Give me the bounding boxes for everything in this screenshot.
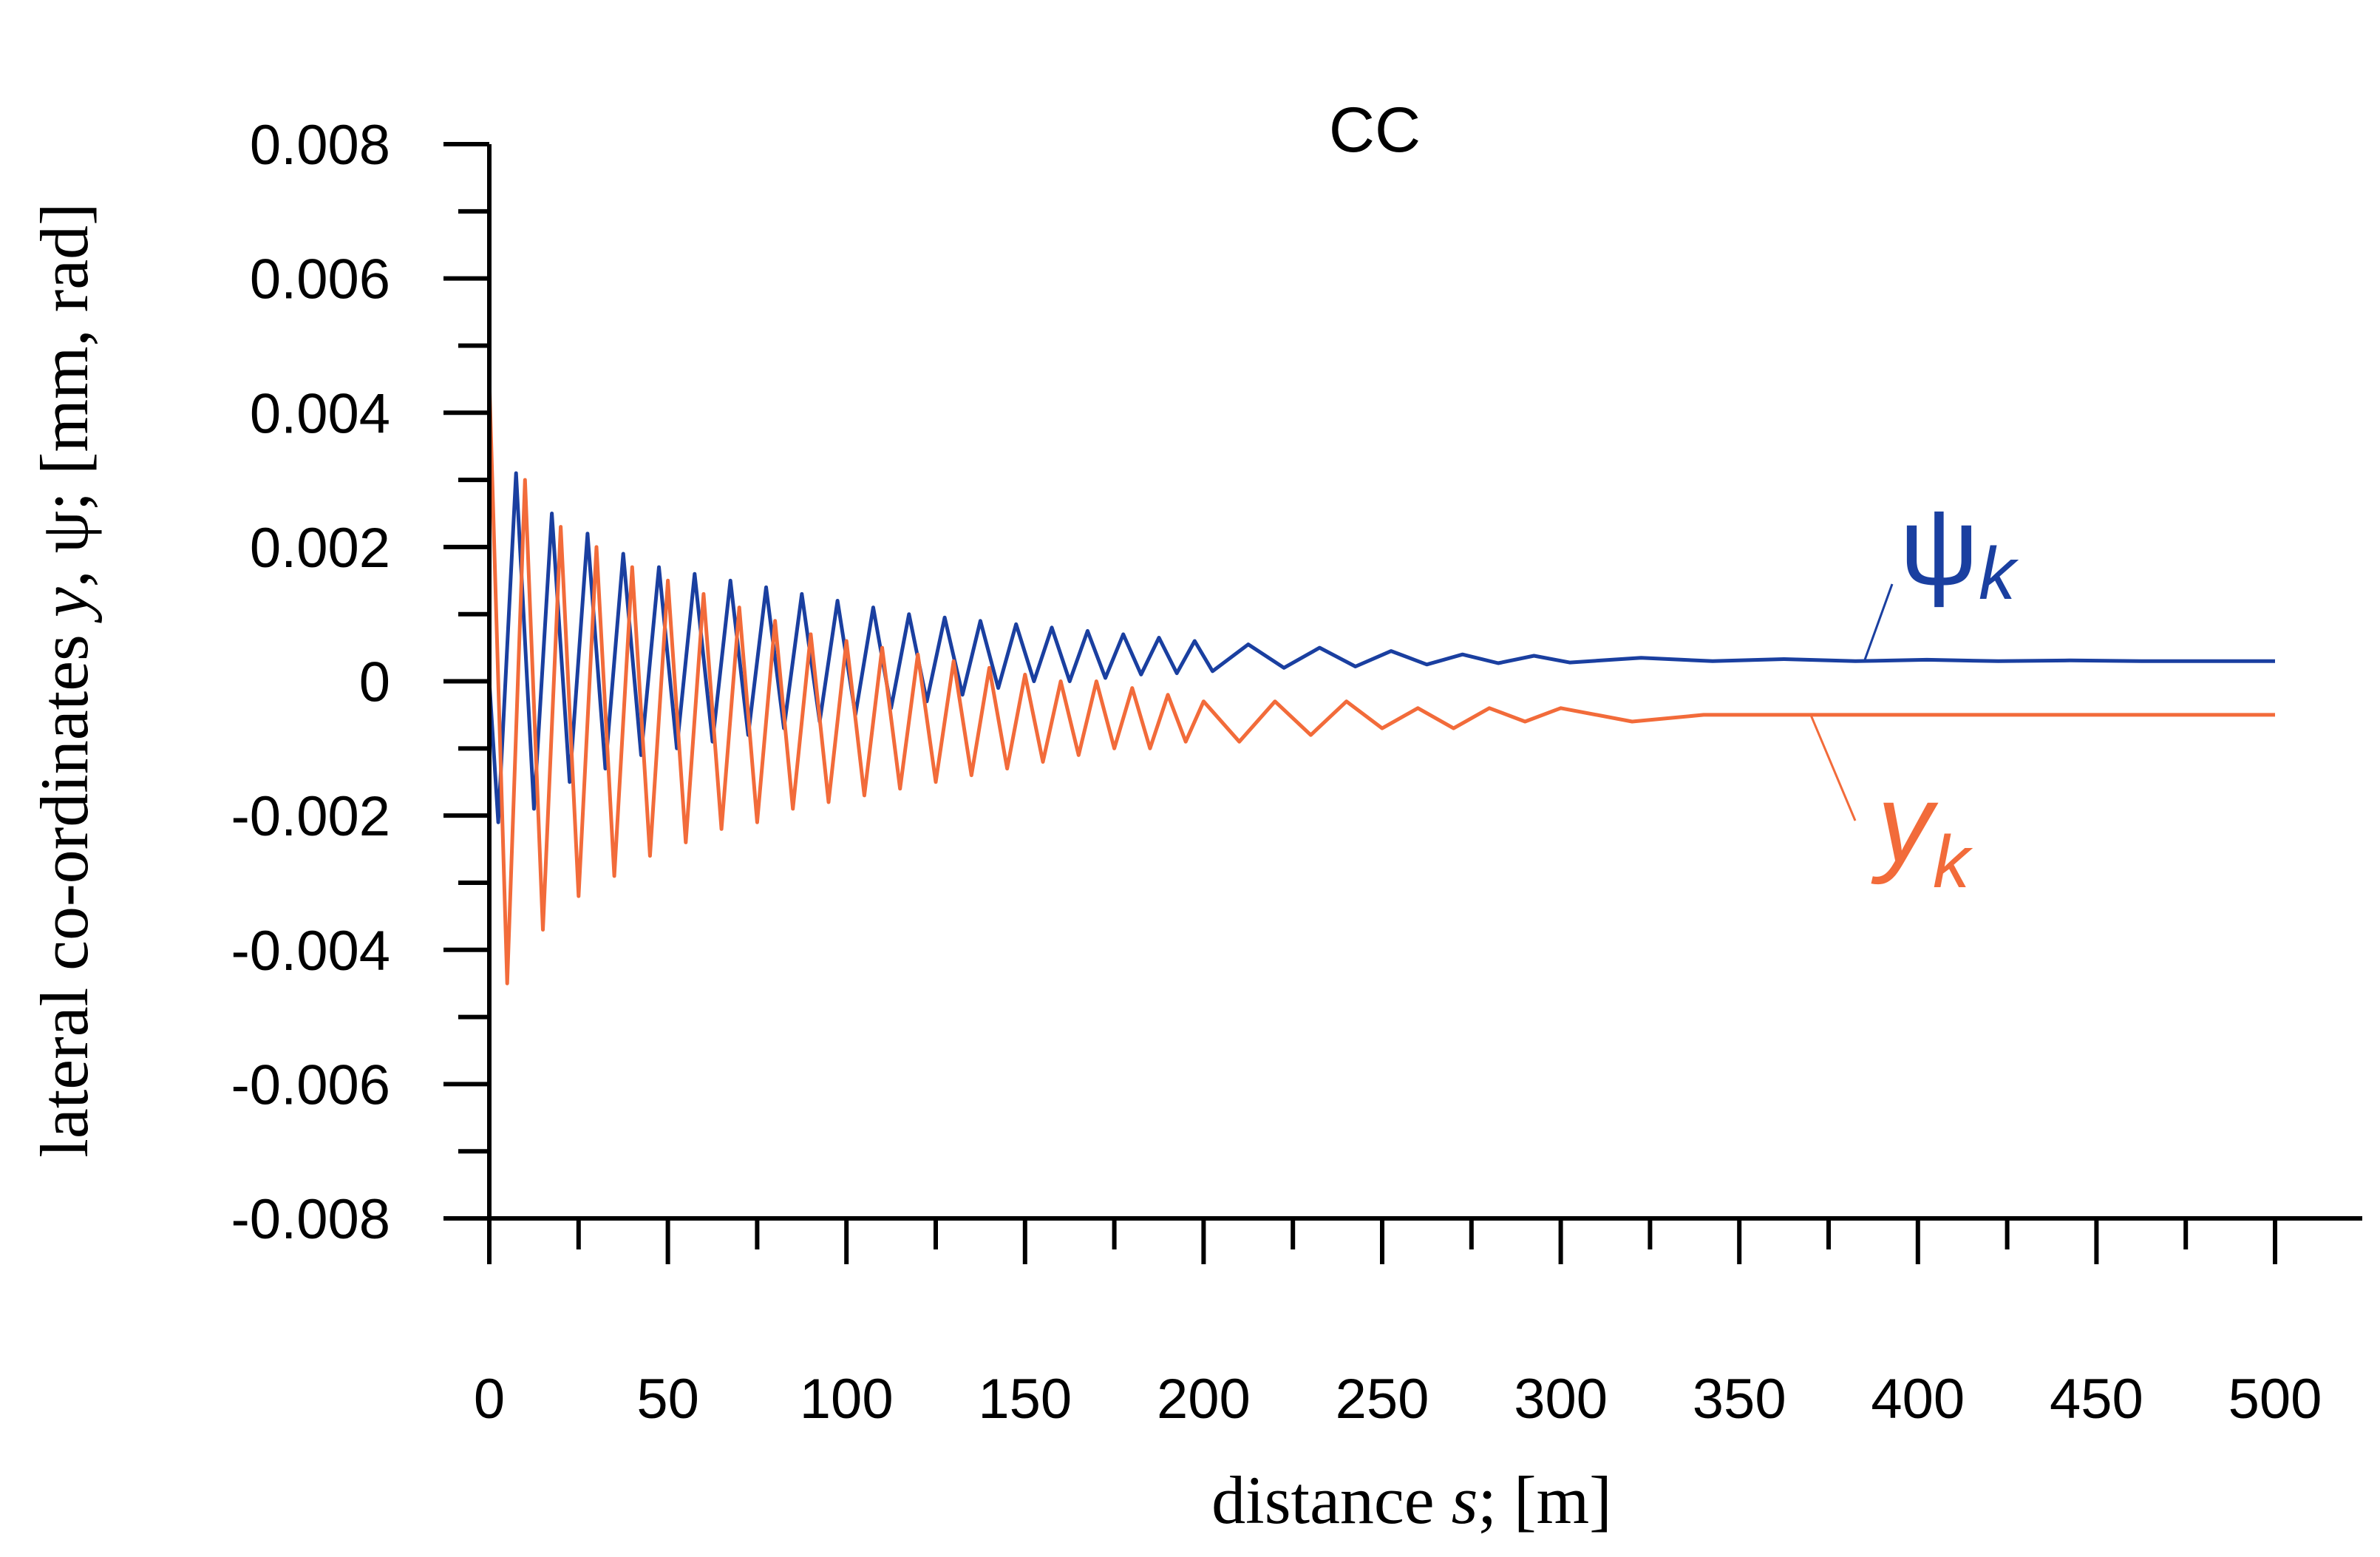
x-axis-label: distance s; [m] — [1211, 1462, 1612, 1538]
psi-leader-line — [1863, 583, 1894, 662]
y-tick-label: -0.004 — [231, 920, 391, 983]
psi-label-sub: k — [1979, 532, 2019, 615]
ticks — [443, 142, 2277, 1264]
x-tick-label: 400 — [1871, 1368, 1965, 1431]
x-tick-label: 500 — [2228, 1368, 2322, 1431]
x-axis-label-unit: ; [m] — [1478, 1462, 1611, 1538]
x-tick-label: 450 — [2050, 1368, 2143, 1431]
y-label-main: y — [1871, 761, 1939, 885]
chart-title: CC — [1329, 95, 1421, 166]
x-axis-label-text: distance — [1211, 1462, 1451, 1538]
y-tick-label: 0.002 — [250, 517, 390, 580]
y-tick-label: -0.002 — [231, 785, 391, 848]
y-label-sub: k — [1933, 821, 1973, 903]
x-tick-label: 300 — [1514, 1368, 1608, 1431]
x-tick-label: 150 — [978, 1368, 1072, 1431]
series-layer — [487, 379, 2275, 986]
y-axis-label-text: lateral co-ordinates — [27, 617, 102, 1158]
psi-label-main: ψ — [1900, 484, 1979, 608]
tick-labels: 0 50 100 150 200 250 300 350 400 450 500 0.008 0.006… — [231, 114, 2322, 1431]
y-leader-line — [1809, 714, 1857, 821]
y-axis-label-unit: , ψ; [mm, rad] — [27, 203, 102, 587]
series-line-psi — [487, 471, 2275, 824]
x-tick-label: 200 — [1157, 1368, 1251, 1431]
x-tick-label: 100 — [800, 1368, 894, 1431]
series-line-y — [487, 379, 2275, 986]
y-tick-label: 0 — [359, 651, 390, 714]
y-tick-label: 0.008 — [250, 114, 390, 177]
x-tick-label: 250 — [1336, 1368, 1429, 1431]
x-axis-label-var: s — [1452, 1462, 1478, 1538]
y-tick-label: -0.008 — [231, 1188, 391, 1251]
x-tick-label: 350 — [1693, 1368, 1786, 1431]
x-tick-label: 0 — [474, 1368, 505, 1431]
y-axis-label-var: y — [27, 587, 102, 623]
x-tick-label: 50 — [636, 1368, 699, 1431]
y-series-label: yk — [1871, 761, 1973, 903]
y-tick-label: -0.006 — [231, 1054, 391, 1116]
y-tick-label: 0.006 — [250, 248, 390, 311]
psi-series-label: ψk — [1900, 484, 2019, 615]
y-tick-label: 0.004 — [250, 382, 390, 445]
y-axis-label: lateral co-ordinates y, ψ; [mm, rad] — [27, 203, 102, 1157]
